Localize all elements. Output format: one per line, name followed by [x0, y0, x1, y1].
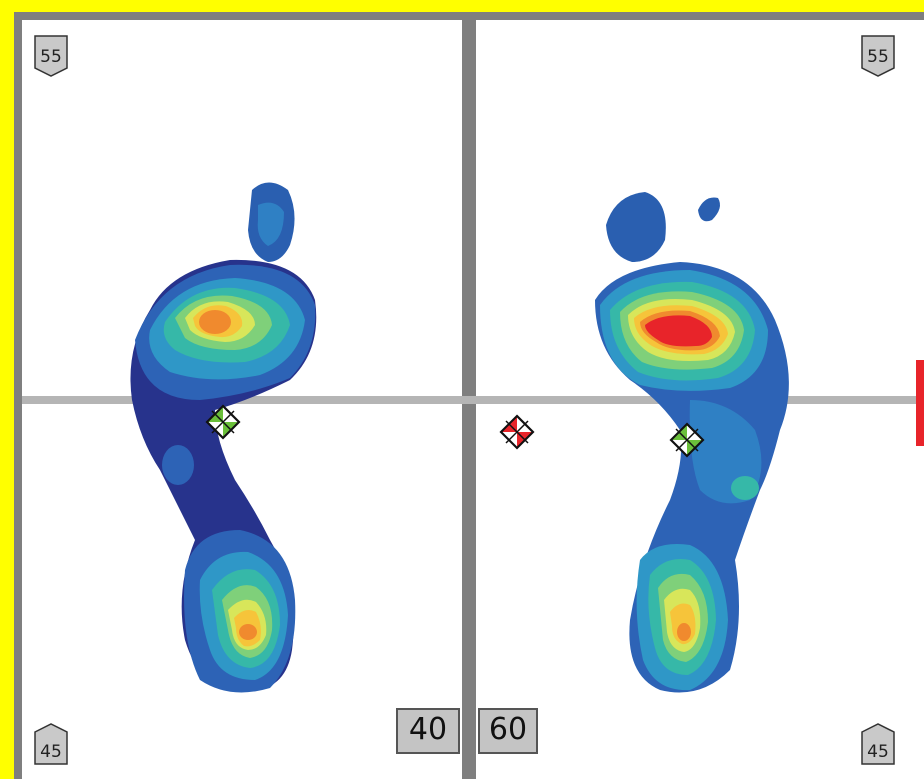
left-foot-heatmap [130, 182, 317, 693]
cop-marker-icon-right [669, 422, 705, 458]
right-load-percent: 60 [478, 708, 538, 754]
size-badge-top-left-label: 55 [40, 47, 62, 67]
size-badge-top-left: 55 [34, 35, 68, 77]
left-load-percent: 40 [396, 708, 460, 754]
cop-marker-icon-left [205, 404, 241, 440]
size-badge-top-right: 55 [861, 35, 895, 77]
size-badge-top-right-label: 55 [867, 47, 889, 67]
horizontal-axis [22, 396, 924, 404]
size-badge-bottom-right-label: 45 [867, 742, 889, 762]
right-foot-heatmap [595, 192, 789, 693]
size-badge-bottom-right: 45 [861, 723, 895, 765]
size-badge-bottom-left-label: 45 [40, 742, 62, 762]
side-indicator-marker [916, 360, 924, 446]
cog-marker-icon [499, 414, 535, 450]
size-badge-bottom-left: 45 [34, 723, 68, 765]
